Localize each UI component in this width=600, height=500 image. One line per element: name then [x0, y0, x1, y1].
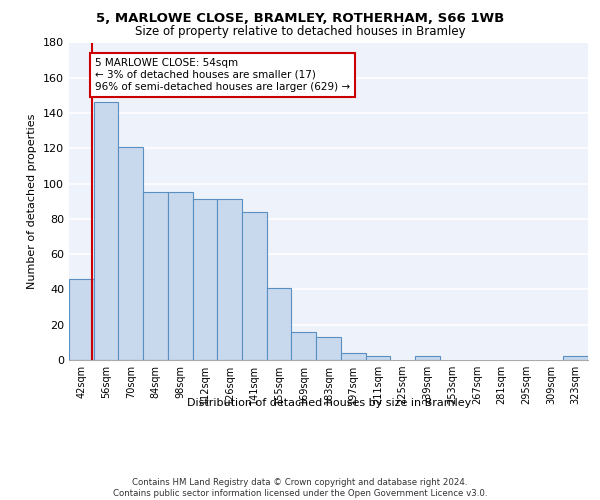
Bar	[316, 337, 341, 360]
Text: Distribution of detached houses by size in Bramley: Distribution of detached houses by size …	[187, 398, 471, 407]
Bar	[94, 102, 118, 360]
Bar	[193, 200, 217, 360]
Bar	[267, 288, 292, 360]
Bar	[168, 192, 193, 360]
Bar	[118, 146, 143, 360]
Bar	[415, 356, 440, 360]
Bar	[69, 279, 94, 360]
Bar	[341, 353, 365, 360]
Bar	[563, 356, 588, 360]
Text: Size of property relative to detached houses in Bramley: Size of property relative to detached ho…	[134, 25, 466, 38]
Bar	[365, 356, 390, 360]
Bar	[292, 332, 316, 360]
Bar	[143, 192, 168, 360]
Text: Contains HM Land Registry data © Crown copyright and database right 2024.
Contai: Contains HM Land Registry data © Crown c…	[113, 478, 487, 498]
Text: 5 MARLOWE CLOSE: 54sqm
← 3% of detached houses are smaller (17)
96% of semi-deta: 5 MARLOWE CLOSE: 54sqm ← 3% of detached …	[95, 58, 350, 92]
Text: 5, MARLOWE CLOSE, BRAMLEY, ROTHERHAM, S66 1WB: 5, MARLOWE CLOSE, BRAMLEY, ROTHERHAM, S6…	[96, 12, 504, 26]
Bar	[217, 200, 242, 360]
Y-axis label: Number of detached properties: Number of detached properties	[28, 114, 37, 289]
Bar	[242, 212, 267, 360]
